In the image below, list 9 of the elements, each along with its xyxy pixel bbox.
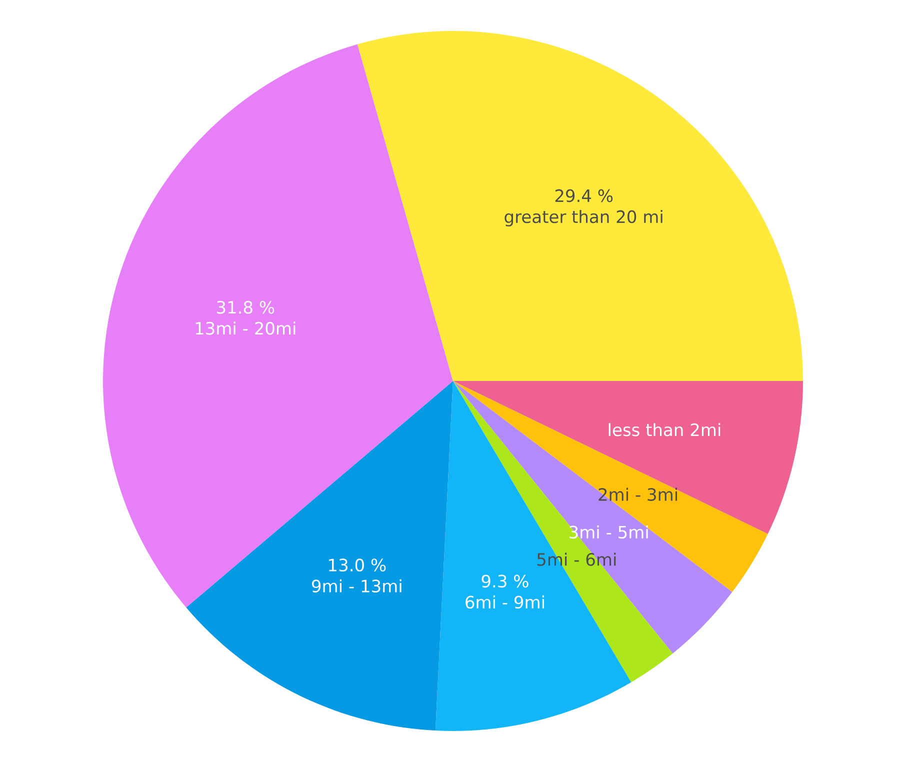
slice-label: 13mi - 20mi — [196, 322, 296, 335]
data-label: 9.3 % — [482, 574, 528, 588]
slice-label: 6mi - 9mi — [466, 595, 544, 609]
slice-label: less than 2mi — [608, 423, 720, 436]
slice-label: 9mi - 13mi — [312, 579, 402, 592]
slice-label: greater than 20 mi — [504, 210, 662, 226]
data-label: 31.8 % — [216, 300, 274, 314]
data-label: 29.4 % — [555, 189, 613, 202]
data-label: 13.0 % — [329, 558, 386, 572]
